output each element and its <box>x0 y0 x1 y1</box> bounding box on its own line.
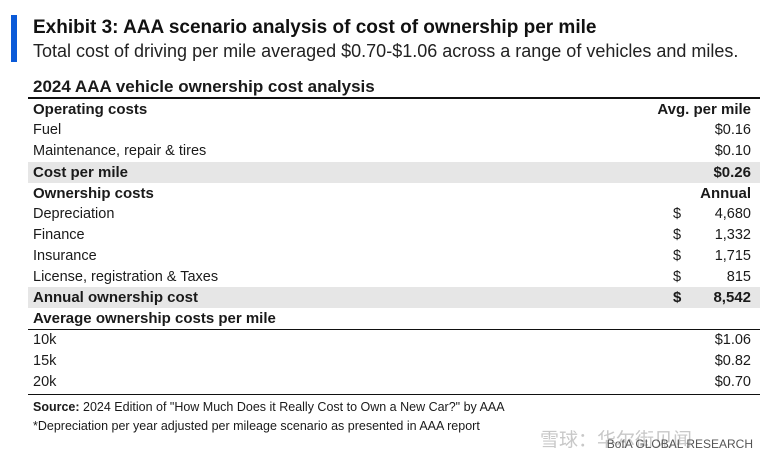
row-value: 4,680 <box>714 206 751 222</box>
row-value: $0.82 <box>714 353 751 369</box>
row-value: $0.10 <box>714 143 751 159</box>
row-label: License, registration & Taxes <box>33 269 219 285</box>
row-label: Insurance <box>33 248 97 264</box>
exhibit-subtitle: Total cost of driving per mile averaged … <box>33 41 739 61</box>
row-value: $1.06 <box>714 332 751 348</box>
row-label: Fuel <box>33 122 62 138</box>
row-label: Depreciation <box>33 206 115 222</box>
dollar-sign: $ <box>673 269 682 285</box>
row-label: Maintenance, repair & tires <box>33 143 207 159</box>
brand-label: BofA GLOBAL RESEARCH <box>606 437 753 451</box>
source-note: Source: 2024 Edition of "How Much Does i… <box>33 400 505 414</box>
accent-bar <box>11 15 17 62</box>
table-row: Insurance $ 1,715 <box>28 246 760 267</box>
row-value: $0.70 <box>714 374 751 390</box>
row-label: Annual ownership cost <box>33 289 199 306</box>
row-value: 1,332 <box>714 227 751 243</box>
source-label: Source: <box>33 400 80 414</box>
table-row: 15k $0.82 <box>28 351 760 372</box>
table-row: Finance $ 1,332 <box>28 225 760 246</box>
watermark: 雪球：华尔街见闻 <box>540 430 693 451</box>
row-value: $0.26 <box>713 164 751 181</box>
per-mile-header-rule <box>28 329 760 330</box>
table-row: Fuel $0.16 <box>28 120 760 141</box>
row-value: $0.16 <box>714 122 751 138</box>
annual-ownership-row: Annual ownership cost $ 8,542 <box>28 287 760 308</box>
dollar-sign: $ <box>673 289 682 306</box>
source-text: 2024 Edition of "How Much Does it Really… <box>79 400 505 414</box>
row-value: 8,542 <box>713 289 751 306</box>
row-label: 20k <box>33 374 57 390</box>
row-value: 1,715 <box>714 248 751 264</box>
row-value: 815 <box>726 269 751 285</box>
row-label: 10k <box>33 332 57 348</box>
footnote: *Depreciation per year adjusted per mile… <box>33 419 480 433</box>
row-label: Finance <box>33 227 85 243</box>
table-row: 20k $0.70 <box>28 372 760 393</box>
table-bottom-rule <box>28 394 760 395</box>
row-label: Cost per mile <box>33 164 129 181</box>
table-row: Depreciation $ 4,680 <box>28 204 760 225</box>
table-top-rule <box>28 97 760 99</box>
dollar-sign: $ <box>673 206 682 222</box>
cost-per-mile-row: Cost per mile $0.26 <box>28 162 760 183</box>
per-mile-header-row: Average ownership costs per mile <box>28 308 760 329</box>
annual-header: Annual <box>700 185 751 202</box>
ownership-header-row: Ownership costs Annual <box>28 183 760 204</box>
dollar-sign: $ <box>673 248 682 264</box>
row-label: 15k <box>33 353 57 369</box>
table-row: Maintenance, repair & tires $0.10 <box>28 141 760 162</box>
operating-header-row: Operating costs Avg. per mile <box>28 99 760 120</box>
exhibit-title: Exhibit 3: AAA scenario analysis of cost… <box>33 17 597 38</box>
table-row: License, registration & Taxes $ 815 <box>28 267 760 288</box>
operating-header: Operating costs <box>33 101 148 118</box>
ownership-header: Ownership costs <box>33 185 154 202</box>
per-mile-header: Average ownership costs per mile <box>33 310 276 327</box>
dollar-sign: $ <box>673 227 682 243</box>
table-row: 10k $1.06 <box>28 330 760 351</box>
avg-per-mile-header: Avg. per mile <box>657 101 751 118</box>
table-title: 2024 AAA vehicle ownership cost analysis <box>33 77 375 96</box>
